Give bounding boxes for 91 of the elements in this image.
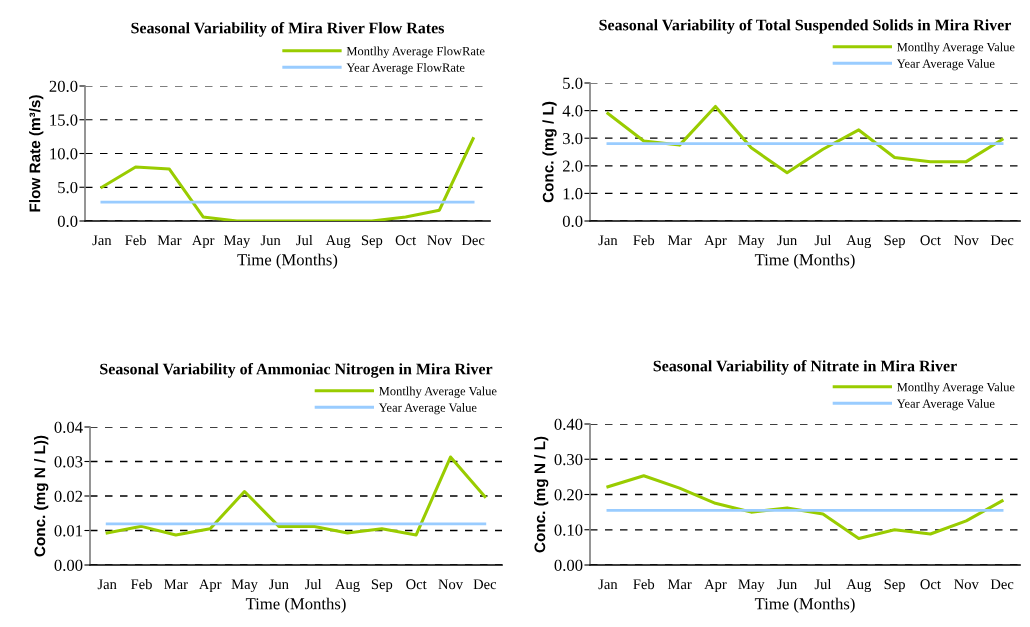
x-tick-label: Dec — [990, 579, 1014, 590]
x-tick-label: Dec — [461, 235, 485, 246]
y-tick-label: 0.00 — [54, 559, 83, 572]
x-tick-label: Nov — [438, 579, 464, 590]
x-tick-label: Nov — [954, 579, 979, 590]
x-tick-label: Apr — [704, 235, 727, 249]
chart-title: Seasonal Variability of Mira River Flow Rates — [131, 21, 445, 37]
x-axis-title: Time (Months) — [237, 253, 338, 269]
x-tick-label: Sep — [371, 579, 393, 593]
legend-label: Montlhy Average Value — [379, 386, 497, 398]
x-tick-label: Aug — [846, 235, 872, 249]
x-tick-label: Jun — [260, 235, 281, 246]
x-tick-label: Apr — [198, 579, 222, 593]
x-axis-title: Time (Months) — [754, 253, 855, 269]
y-tick-label: 0.04 — [54, 421, 83, 434]
legend-label: Year Average Value — [896, 398, 995, 411]
x-tick-label: Jan — [97, 579, 117, 590]
y-tick-label: 4.0 — [562, 105, 583, 117]
x-tick-label: Oct — [920, 235, 941, 246]
x-tick-label: May — [738, 579, 765, 593]
x-tick-label: Mar — [164, 579, 188, 590]
chart-title: Seasonal Variability of Total Suspended Solids in Mira River — [599, 18, 1012, 34]
x-tick-label: Jun — [777, 579, 797, 590]
x-tick-label: May — [738, 235, 765, 249]
x-axis-title: Time (Months) — [754, 597, 855, 613]
x-tick-label: Feb — [130, 578, 152, 590]
legend-label: Montlhy Average FlowRate — [346, 46, 485, 58]
x-tick-label: Jan — [598, 235, 618, 246]
y-tick-label: 0.0 — [562, 215, 583, 228]
legend-label: Year Average Value — [378, 402, 477, 415]
x-tick-label: Mar — [157, 235, 182, 246]
x-tick-label: Feb — [633, 234, 655, 246]
x-tick-label: Feb — [633, 578, 655, 590]
y-tick-label: 1.0 — [563, 188, 583, 200]
x-tick-label: Aug — [335, 579, 360, 593]
legend-label: Montlhy Average Value — [897, 382, 1015, 394]
y-tick-label: 15.0 — [50, 114, 78, 126]
y-tick-label: 0.40 — [554, 418, 583, 431]
x-tick-label: Jul — [814, 578, 832, 590]
x-tick-label: Jul — [304, 578, 322, 590]
x-tick-label: Aug — [325, 235, 351, 249]
y-tick-label: 2.0 — [562, 160, 583, 172]
x-tick-label: Sep — [884, 235, 905, 249]
line-series — [100, 137, 475, 221]
x-axis-title: Time (Months) — [245, 597, 346, 613]
x-tick-label: Jul — [296, 234, 313, 246]
y-tick-label: 0.01 — [54, 525, 83, 537]
x-tick-label: Apr — [191, 235, 215, 249]
y-axis-title: Conc. (mg N / L) — [534, 436, 549, 553]
x-tick-label: Oct — [395, 235, 417, 246]
y-axis-title: Flow Rate (m³/s) — [29, 95, 44, 212]
y-tick-label: 5.0 — [58, 181, 78, 194]
x-tick-label: Mar — [667, 579, 692, 590]
x-tick-label: Feb — [125, 234, 147, 246]
y-tick-label: 0.03 — [54, 456, 83, 468]
y-tick-label: 10.0 — [50, 148, 78, 160]
y-tick-label: 20.0 — [49, 80, 78, 93]
y-tick-label: 0.10 — [554, 524, 583, 536]
legend-label: Montlhy Average Value — [897, 42, 1015, 54]
x-tick-label: Nov — [954, 235, 979, 246]
x-tick-label: Jun — [777, 235, 797, 246]
y-tick-label: 0.0 — [57, 215, 78, 228]
chart-title: Seasonal Variability of Ammoniac Nitrogen in Mira River — [100, 362, 493, 378]
x-tick-label: Oct — [406, 579, 427, 590]
x-tick-label: Dec — [990, 235, 1014, 246]
chart-title: Seasonal Variability of Nitrate in Mira River — [653, 359, 957, 375]
x-tick-label: Oct — [920, 579, 941, 590]
legend-label: Year Average Value — [896, 58, 995, 71]
line-series — [105, 455, 487, 537]
y-tick-label: 0.30 — [554, 453, 583, 466]
x-tick-label: Jul — [814, 234, 832, 246]
x-tick-label: Sep — [361, 235, 383, 249]
y-tick-label: 3.0 — [563, 132, 583, 145]
x-tick-label: Jan — [598, 579, 618, 590]
x-tick-label: May — [223, 235, 251, 249]
x-tick-label: Dec — [473, 579, 497, 590]
legend-label: Year Average FlowRate — [346, 62, 465, 75]
x-tick-label: Mar — [667, 235, 692, 246]
y-tick-label: 0.02 — [54, 490, 83, 503]
y-tick-label: 5.0 — [563, 77, 583, 90]
x-tick-label: Apr — [704, 579, 727, 593]
x-tick-label: Aug — [846, 579, 872, 593]
y-tick-label: 0.00 — [554, 559, 583, 572]
x-tick-label: Sep — [884, 579, 905, 593]
x-tick-label: Jun — [269, 579, 289, 590]
x-tick-label: May — [231, 579, 258, 593]
y-axis-title: Conc. (mg / L) — [542, 101, 557, 203]
x-tick-label: Nov — [427, 235, 452, 246]
x-tick-label: Jan — [92, 235, 112, 246]
y-axis-title: Conc. (mg N / L)) — [34, 435, 49, 557]
y-tick-label: 0.20 — [554, 489, 583, 501]
